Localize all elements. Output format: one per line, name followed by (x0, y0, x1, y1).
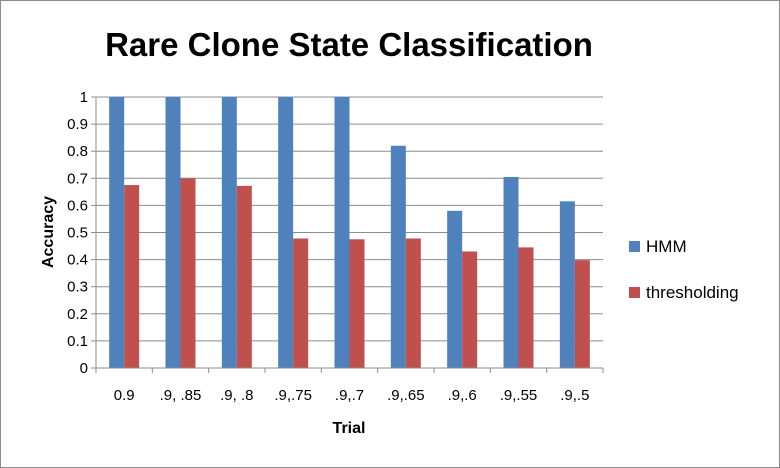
bar-thresholding (236, 185, 252, 368)
x-tick-label: .9, .85 (160, 387, 202, 404)
bar-hmm (109, 97, 125, 368)
y-tick-labels: 0 0.1 0.2 0.3 0.4 0.5 0.6 0.7 0.8 0.9 1 (67, 89, 96, 377)
y-tick-label: 0.6 (67, 197, 88, 214)
bar-thresholding (180, 178, 196, 368)
bar-thresholding (405, 238, 421, 368)
bar-hmm (221, 97, 237, 368)
y-axis-label: Accuracy (40, 196, 57, 268)
y-tick-label: 0 (80, 360, 88, 377)
bar-thresholding (349, 239, 365, 368)
bar-thresholding (124, 185, 140, 368)
bar-thresholding (518, 247, 534, 368)
x-tick-labels: 0.9 .9, .85 .9, .8 .9,.75 .9,.7 .9,.65 .9,.6 .9… (95, 368, 604, 404)
bar-thresholding (462, 251, 478, 368)
bar-hmm (165, 97, 181, 368)
x-tick-label: .9,.75 (274, 387, 312, 404)
x-tick-label: .9,.55 (500, 387, 538, 404)
legend-swatch (629, 241, 640, 252)
y-tick-label: 0.7 (67, 170, 88, 187)
y-tick-label: 1 (80, 89, 88, 106)
bar-hmm (503, 176, 519, 368)
x-tick-label: .9,.7 (335, 387, 364, 404)
x-tick-label: .9,.65 (387, 387, 425, 404)
legend-label: HMM (646, 237, 687, 256)
bar-hmm (278, 97, 294, 368)
y-tick-label: 0.1 (67, 333, 88, 350)
y-tick-label: 0.3 (67, 279, 88, 296)
bar-thresholding (574, 260, 590, 368)
legend-label: thresholding (646, 283, 739, 302)
bar-thresholding (293, 238, 309, 368)
y-tick-label: 0.4 (67, 252, 88, 269)
legend: HMM thresholding (629, 237, 739, 302)
y-tick-label: 0.9 (67, 116, 88, 133)
chart-title: Rare Clone State Classification (105, 26, 593, 63)
x-tick-label: 0.9 (114, 387, 135, 404)
bar-hmm (390, 145, 406, 368)
bars (109, 97, 590, 368)
y-tick-label: 0.5 (67, 225, 88, 242)
x-tick-label: .9,.6 (448, 387, 477, 404)
bar-hmm (334, 97, 350, 368)
x-axis-label: Trial (333, 420, 366, 437)
y-tick-label: 0.8 (67, 143, 88, 160)
legend-swatch (629, 287, 640, 298)
bar-hmm (559, 201, 575, 368)
bar-hmm (447, 210, 463, 368)
x-tick-label: .9,.5 (560, 387, 589, 404)
y-tick-label: 0.2 (67, 306, 88, 323)
x-tick-label: .9, .8 (220, 387, 253, 404)
